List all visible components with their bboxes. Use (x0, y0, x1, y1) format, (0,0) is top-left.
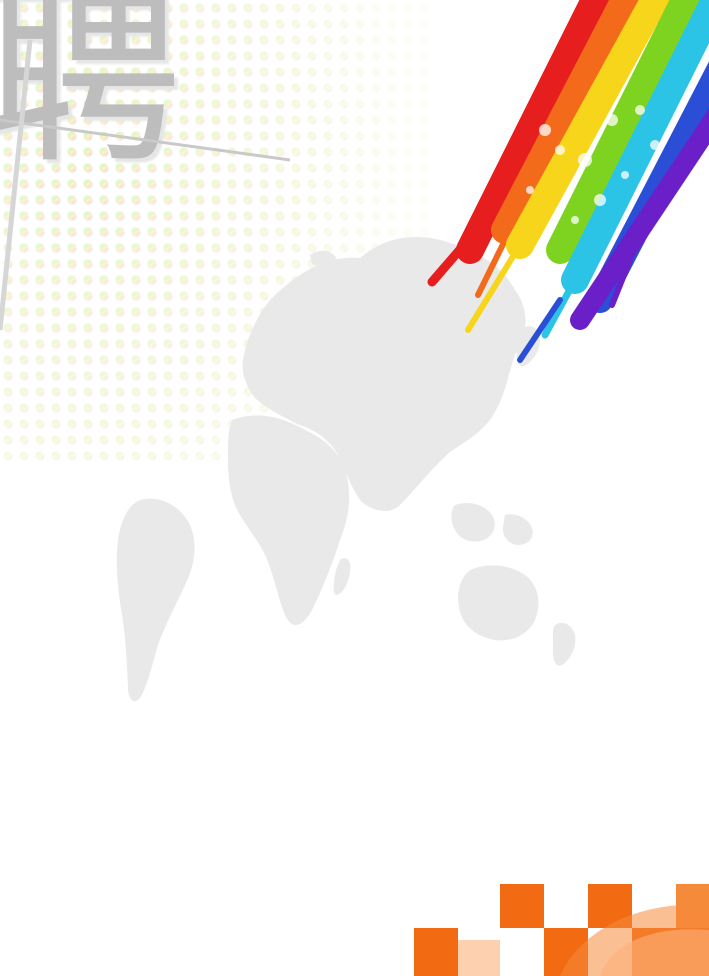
headline-character: 聘 (0, 0, 183, 192)
